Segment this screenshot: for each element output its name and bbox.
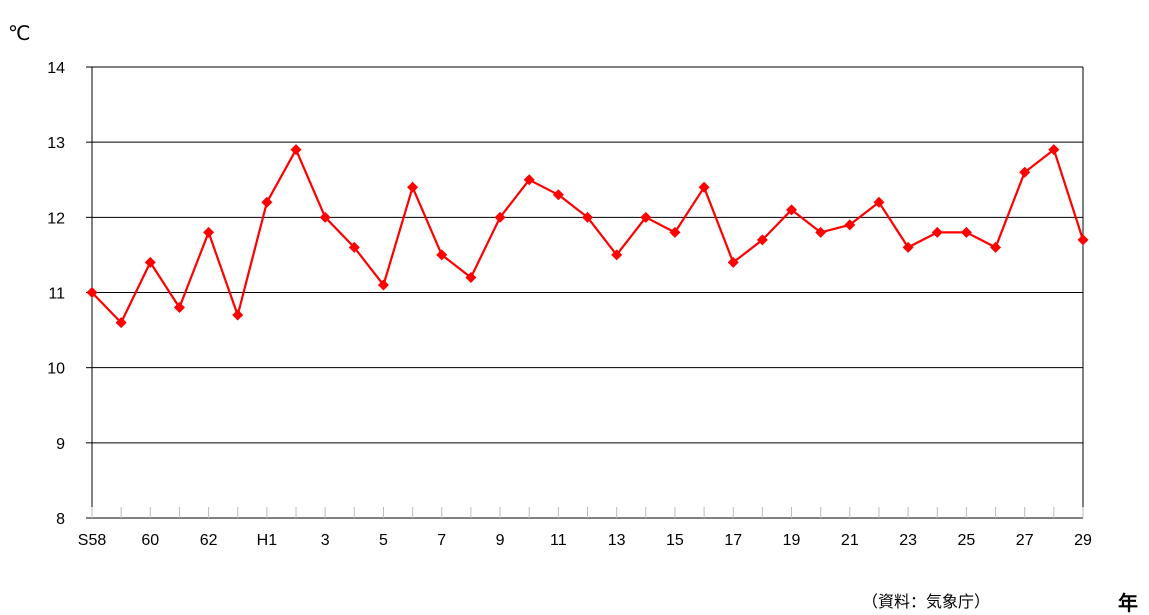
y-tick-label: 12 — [47, 210, 65, 227]
x-tick-label: S58 — [78, 532, 107, 549]
x-tick-label: 3 — [321, 532, 330, 549]
data-point-marker — [145, 257, 156, 268]
data-point-marker — [932, 227, 943, 238]
y-axis-unit-label: ℃ — [8, 23, 30, 45]
y-tick-label: 9 — [56, 436, 65, 453]
y-tick-labels: 14 13 12 11 10 9 8 — [47, 60, 65, 528]
x-tick-label: 11 — [550, 532, 567, 549]
x-tick-label: 21 — [841, 532, 859, 549]
x-tick-label: 25 — [958, 532, 976, 549]
x-tick-labels: S58 60 62 H1 3 5 7 9 11 13 15 17 19 21 23 25 27 29 — [78, 532, 1092, 549]
y-tick-label: 10 — [47, 361, 65, 378]
data-point-marker — [174, 302, 185, 313]
y-tick-label: 13 — [47, 135, 65, 152]
x-tick-label: 60 — [141, 532, 159, 549]
series-line — [92, 150, 1083, 323]
data-point-marker — [961, 227, 972, 238]
data-point-marker — [990, 242, 1001, 253]
grid-lines — [92, 67, 1083, 443]
x-tick-label: 13 — [608, 532, 626, 549]
x-tick-label: 5 — [379, 532, 388, 549]
x-tick-label: 15 — [666, 532, 684, 549]
data-point-marker — [699, 182, 710, 193]
data-point-marker — [669, 227, 680, 238]
x-tick-label: 62 — [200, 532, 218, 549]
data-point-marker — [261, 197, 272, 208]
y-tick-label: 11 — [48, 286, 65, 303]
x-tick-label: 17 — [724, 532, 742, 549]
data-point-marker — [1078, 234, 1089, 245]
data-point-marker — [203, 227, 214, 238]
data-point-marker — [407, 182, 418, 193]
y-tick-label: 14 — [47, 60, 65, 77]
data-point-marker — [903, 242, 914, 253]
x-tick-label: H1 — [257, 532, 278, 549]
series-markers — [87, 144, 1089, 328]
x-axis-unit-label: 年 — [1118, 591, 1138, 615]
x-tick-label: 7 — [437, 532, 446, 549]
x-tick-label: 23 — [899, 532, 917, 549]
x-tick-label: 9 — [496, 532, 505, 549]
y-tick-label: 8 — [56, 511, 65, 528]
x-tick-label: 27 — [1016, 532, 1034, 549]
source-note: （資料：気象庁） — [862, 592, 990, 611]
series-line-path — [92, 150, 1083, 323]
x-tick-label: 29 — [1074, 532, 1092, 549]
data-point-marker — [291, 144, 302, 155]
data-point-marker — [232, 310, 243, 321]
x-tick-label: 19 — [783, 532, 801, 549]
